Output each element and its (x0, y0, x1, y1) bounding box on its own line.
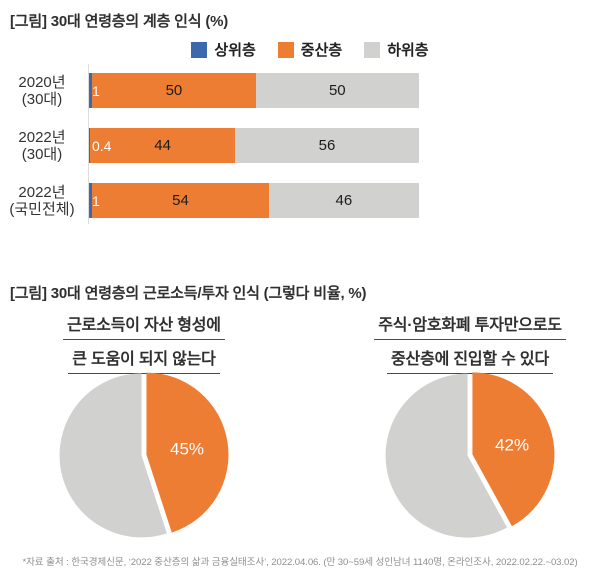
legend-swatch (277, 41, 294, 58)
legend: 상위층 중산층 하위층 (20, 39, 600, 60)
legend-swatch (364, 41, 381, 58)
pie-title-row: 중산층에 진입할 수 있다 (340, 345, 600, 379)
stacked-bar: 1 50 50 (89, 73, 419, 108)
legend-item-3: 하위층 (364, 39, 429, 60)
pie-slice-yes (146, 372, 229, 533)
pie-chart: 42% (385, 372, 555, 538)
pie-chart: 45% (59, 372, 229, 538)
pie-title-line: 근로소득이 자산 형성에 (63, 311, 225, 340)
y-axis-line (88, 64, 89, 224)
pie-title-line: 주식·암호화폐 투자만으로도 (374, 311, 566, 340)
category-label-line: 2022년 (18, 128, 66, 146)
bar-row: 2022년 (30대) 0.4 44 56 (0, 128, 600, 163)
segment-value-label: 1 (92, 82, 100, 99)
legend-label: 중산층 (300, 42, 343, 59)
pie-title-row: 주식·암호화폐 투자만으로도 (340, 311, 600, 345)
bar-row: 2022년 (국민전체) 1 54 46 (0, 183, 600, 218)
pie-slice-yes (472, 372, 555, 527)
bar-segment-2: 54 (92, 183, 269, 218)
legend-label: 하위층 (387, 42, 429, 59)
category-label: 2020년 (30대) (0, 73, 84, 108)
category-label-line: 2022년 (18, 183, 66, 201)
bar-segment-3: 46 (268, 183, 419, 218)
segment-value-label: 0.4 (92, 137, 112, 154)
bar-segment-3: 50 (255, 73, 419, 108)
source-note: *자료 출처 : 한국경제신문, ‘2022 중산층의 삶과 금융실태조사’, … (22, 557, 578, 568)
bar-segment-3: 56 (234, 128, 419, 163)
bar-chart-title: [그림] 30대 연령층의 계층 인식 (%) (10, 13, 229, 30)
stacked-bar: 0.4 44 56 (89, 128, 419, 163)
bar-segment-1 (89, 183, 93, 218)
category-label: 2022년 (30대) (0, 128, 84, 163)
bar-segment-1 (89, 128, 91, 163)
pie-title-line: 큰 도움이 되지 않는다 (68, 345, 220, 374)
legend-label: 상위층 (214, 42, 256, 59)
bar-segment-2: 50 (92, 73, 256, 108)
pie-title-line: 중산층에 진입할 수 있다 (387, 345, 553, 374)
pie-title-row: 큰 도움이 되지 않는다 (12, 345, 276, 379)
stacked-bar-chart: 2020년 (30대) 1 50 50 2022년 (30대) 0.4 44 56 2022년 (국민… (0, 64, 600, 224)
legend-swatch (191, 41, 208, 58)
pie-slice-rest (59, 373, 167, 538)
stacked-bar: 1 54 46 (89, 183, 419, 218)
segment-value-label: 1 (92, 192, 100, 209)
pie-section-title: [그림] 30대 연령층의 근로소득/투자 인식 (그렇다 비율, %) (10, 285, 367, 302)
legend-item-2: 중산층 (277, 39, 343, 60)
category-label-line: 2020년 (18, 73, 66, 91)
pie-value-label: 45% (170, 440, 204, 459)
bar-row: 2020년 (30대) 1 50 50 (0, 73, 600, 108)
category-label-line: (30대) (21, 145, 63, 163)
category-label-line: (30대) (21, 90, 63, 108)
legend-item-1: 상위층 (191, 39, 256, 60)
bar-segment-1 (89, 73, 93, 108)
pie-slice-rest (385, 373, 508, 538)
category-label-line: (국민전체) (9, 200, 75, 218)
pie-title-row: 근로소득이 자산 형성에 (12, 311, 276, 345)
category-label: 2022년 (국민전체) (0, 183, 84, 218)
bar-segment-2: 44 (90, 128, 235, 163)
pie-value-label: 42% (495, 436, 529, 455)
